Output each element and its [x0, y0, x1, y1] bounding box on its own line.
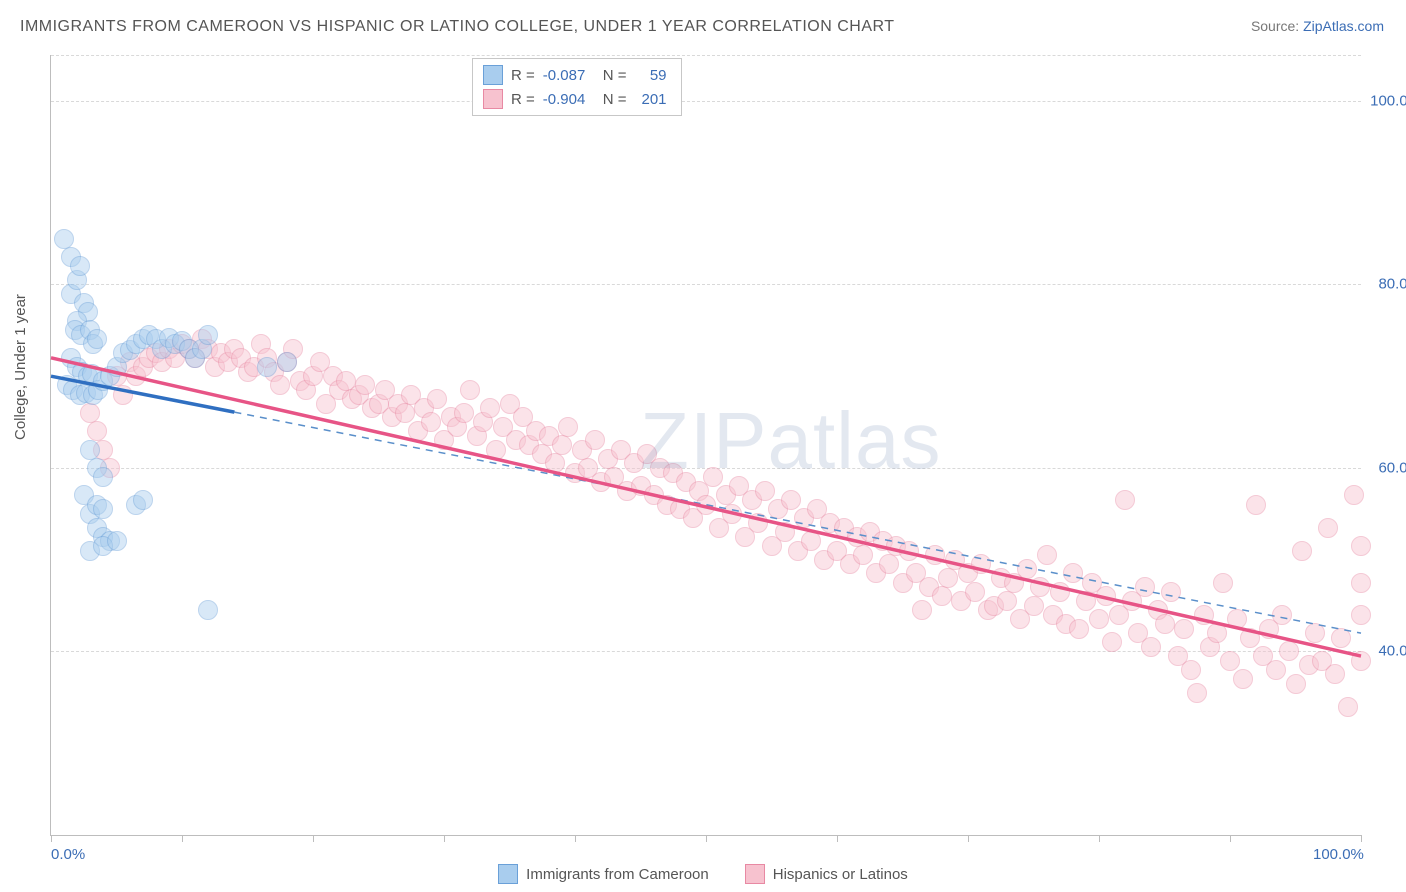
chart-title: IMMIGRANTS FROM CAMEROON VS HISPANIC OR … [20, 18, 895, 36]
x-tick [968, 835, 969, 842]
legend-swatch [483, 65, 503, 85]
x-tick [444, 835, 445, 842]
y-axis-title: College, Under 1 year [12, 294, 29, 440]
trend-lines [51, 55, 1361, 835]
y-tick-label: 80.0% [1378, 276, 1406, 293]
x-tick [51, 835, 52, 842]
legend-item: Hispanics or Latinos [745, 864, 908, 884]
x-tick [837, 835, 838, 842]
bottom-legend: Immigrants from Cameroon Hispanics or Lat… [0, 864, 1406, 884]
stats-row: R = -0.904 N = 201 [483, 87, 667, 111]
source-link[interactable]: ZipAtlas.com [1303, 18, 1384, 34]
stat-n-label: N = [603, 91, 627, 108]
legend-label: Hispanics or Latinos [773, 866, 908, 883]
y-tick-label: 40.0% [1378, 643, 1406, 660]
x-tick-label: 100.0% [1313, 846, 1364, 863]
stat-n-label: N = [603, 67, 627, 84]
x-tick [1361, 835, 1362, 842]
x-tick [706, 835, 707, 842]
legend-swatch [745, 864, 765, 884]
y-tick-label: 60.0% [1378, 459, 1406, 476]
legend-label: Immigrants from Cameroon [526, 866, 709, 883]
x-tick [182, 835, 183, 842]
y-tick-label: 100.0% [1370, 92, 1406, 109]
stat-r-label: R = [511, 91, 535, 108]
source-label: Source: [1251, 18, 1303, 34]
stats-legend: R = -0.087 N = 59 R = -0.904 N = 201 [472, 58, 682, 116]
stats-row: R = -0.087 N = 59 [483, 63, 667, 87]
plot-area: 40.0%60.0%80.0%100.0%0.0%100.0% [50, 55, 1361, 836]
x-tick [575, 835, 576, 842]
stat-n-value: 59 [635, 67, 667, 84]
source-credit: Source: ZipAtlas.com [1251, 18, 1384, 34]
x-tick [1099, 835, 1100, 842]
stat-r-value: -0.087 [543, 67, 595, 84]
legend-swatch [483, 89, 503, 109]
x-tick [1230, 835, 1231, 842]
legend-item: Immigrants from Cameroon [498, 864, 709, 884]
stat-n-value: 201 [635, 91, 667, 108]
stat-r-value: -0.904 [543, 91, 595, 108]
stat-r-label: R = [511, 67, 535, 84]
x-tick-label: 0.0% [51, 846, 85, 863]
legend-swatch [498, 864, 518, 884]
x-tick [313, 835, 314, 842]
